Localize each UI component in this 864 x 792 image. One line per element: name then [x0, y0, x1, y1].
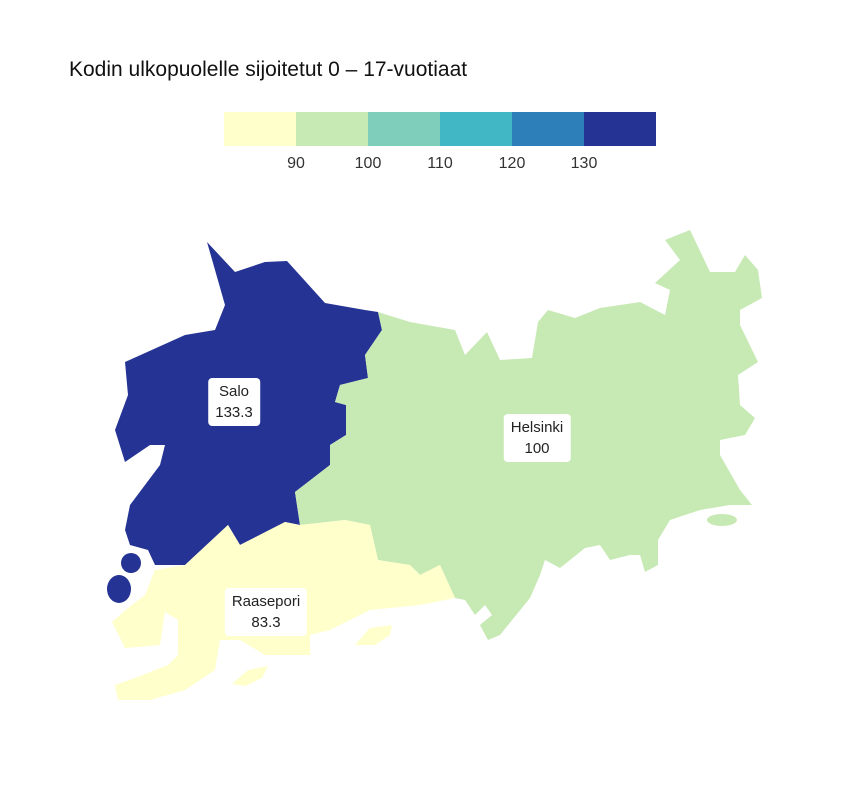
legend-swatch	[368, 112, 440, 146]
region-label-helsinki: Helsinki 100	[503, 414, 571, 462]
region-value: 83.3	[251, 614, 281, 631]
region-name: Salo	[218, 383, 250, 400]
region-value: 133.3	[215, 404, 253, 421]
legend-swatch	[512, 112, 584, 146]
region-label-salo: Salo 133.3	[208, 378, 260, 426]
region-name: Raasepori	[231, 593, 301, 610]
region-label-raasepori: Raasepori 83.3	[224, 588, 308, 636]
legend-tick: 130	[570, 155, 598, 172]
legend-tick: 100	[354, 155, 382, 172]
legend-swatch	[440, 112, 512, 146]
region-name: Helsinki	[510, 419, 564, 436]
legend-swatch	[296, 112, 368, 146]
map-title: Kodin ulkopuolelle sijoitetut 0 – 17-vuo…	[69, 58, 468, 81]
legend-swatch	[584, 112, 656, 146]
legend-tick: 110	[427, 155, 453, 172]
region-value: 100	[524, 440, 550, 457]
legend-tick: 120	[498, 155, 526, 172]
legend-swatch	[224, 112, 296, 146]
color-legend	[224, 112, 656, 146]
legend-tick: 90	[287, 155, 305, 172]
